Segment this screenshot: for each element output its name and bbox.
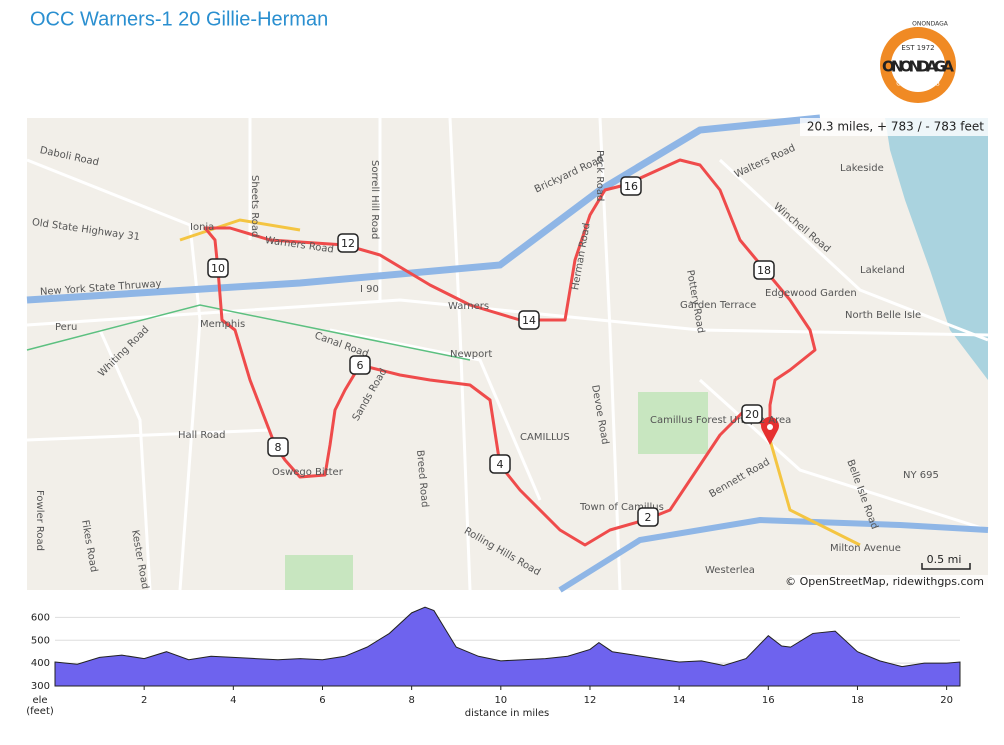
- map-label: I 90: [360, 284, 379, 295]
- map-label: Peck Road: [594, 150, 605, 201]
- map-label: Peru: [55, 322, 77, 333]
- y-axis-label: ele (feet): [26, 695, 54, 717]
- page-title: OCC Warners-1 20 Gillie-Herman: [30, 8, 328, 30]
- map-label: Memphis: [200, 319, 245, 330]
- map-label: CAMILLUS: [520, 432, 570, 443]
- y-tick-label: 400: [31, 658, 50, 669]
- map-label: Sorrell Hill Road: [369, 160, 380, 239]
- y-tick-label: 600: [31, 612, 50, 623]
- logo-sub: CYCLING CLUB: [896, 81, 940, 88]
- map-label: Edgewood Garden: [765, 288, 857, 299]
- logo-est: EST 1972: [901, 44, 934, 52]
- route-marker: [267, 437, 289, 457]
- x-tick-label: 8: [408, 695, 414, 706]
- route-marker: [337, 233, 359, 253]
- map-label: Lakeland: [860, 265, 905, 276]
- map-label: Camillus Forest Unique Area: [650, 415, 791, 426]
- x-tick-label: 14: [673, 695, 686, 706]
- map-label: Oswego Bitter: [272, 467, 344, 478]
- x-tick-label: 10: [494, 695, 507, 706]
- map: 20.3 miles, + 783 / - 783 feet © OpenStr…: [26, 114, 989, 593]
- x-tick-label: 16: [762, 695, 775, 706]
- route-marker: [489, 454, 511, 474]
- map-label: Westerlea: [705, 565, 755, 576]
- route-marker: [637, 507, 659, 527]
- x-tick-label: 18: [851, 695, 864, 706]
- map-label: Fowler Road: [34, 490, 45, 551]
- route-marker-label: 6: [357, 359, 364, 372]
- y-tick-label: 500: [31, 635, 50, 646]
- map-label: Warners: [448, 301, 489, 312]
- map-label: Town of Camillus: [579, 502, 664, 513]
- logo-name: ONONDAGA: [882, 58, 954, 76]
- map-label: Newport: [450, 349, 492, 360]
- route-marker-label: 16: [624, 180, 638, 193]
- route-marker: [518, 310, 540, 330]
- x-tick-label: 4: [230, 695, 236, 706]
- route-marker: [620, 176, 642, 196]
- elevation-chart: 300 400 500 600 2 4 6 8 10 12 14 16 18 20 ele (feet) dis…: [26, 606, 961, 719]
- map-scale: 0.5 mi: [927, 553, 962, 566]
- map-label: Breed Road: [414, 450, 430, 508]
- map-label: Sheets Road: [249, 175, 260, 237]
- route-marker-label: 14: [522, 314, 536, 327]
- route-marker: [349, 355, 371, 375]
- map-label: Lakeside: [840, 163, 884, 174]
- map-label: NY 695: [903, 470, 939, 481]
- map-label: Garden Terrace: [680, 300, 756, 311]
- logo: EST 1972 ONONDAGA CYCLING CLUB ONONDAGA: [880, 21, 956, 103]
- y-tick-label: 300: [31, 681, 50, 692]
- route-marker: [207, 258, 229, 278]
- map-label: North Belle Isle: [845, 310, 921, 321]
- route-marker-label: 4: [497, 458, 504, 471]
- route-marker-label: 8: [275, 441, 282, 454]
- route-marker-label: 18: [757, 264, 771, 277]
- x-tick-label: 20: [940, 695, 953, 706]
- map-label: Milton Avenue: [830, 543, 901, 554]
- x-tick-label: 2: [141, 695, 147, 706]
- route-marker-label: 2: [645, 511, 652, 524]
- elevation-area: [54, 606, 961, 687]
- route-marker: [741, 404, 763, 424]
- map-label: Hall Road: [178, 430, 225, 441]
- x-tick-label: 6: [319, 695, 325, 706]
- logo-top: ONONDAGA: [912, 21, 949, 28]
- map-summary: 20.3 miles, + 783 / - 783 feet: [807, 120, 984, 134]
- map-attribution: © OpenStreetMap, ridewithgps.com: [785, 575, 984, 588]
- route-marker-label: 10: [211, 262, 225, 275]
- route-marker: [753, 260, 775, 280]
- route-marker-label: 12: [341, 237, 355, 250]
- x-axis-label: distance in miles: [465, 708, 550, 719]
- route-marker-label: 20: [745, 408, 759, 421]
- x-tick-label: 12: [584, 695, 597, 706]
- map-label: Ionia: [190, 222, 214, 233]
